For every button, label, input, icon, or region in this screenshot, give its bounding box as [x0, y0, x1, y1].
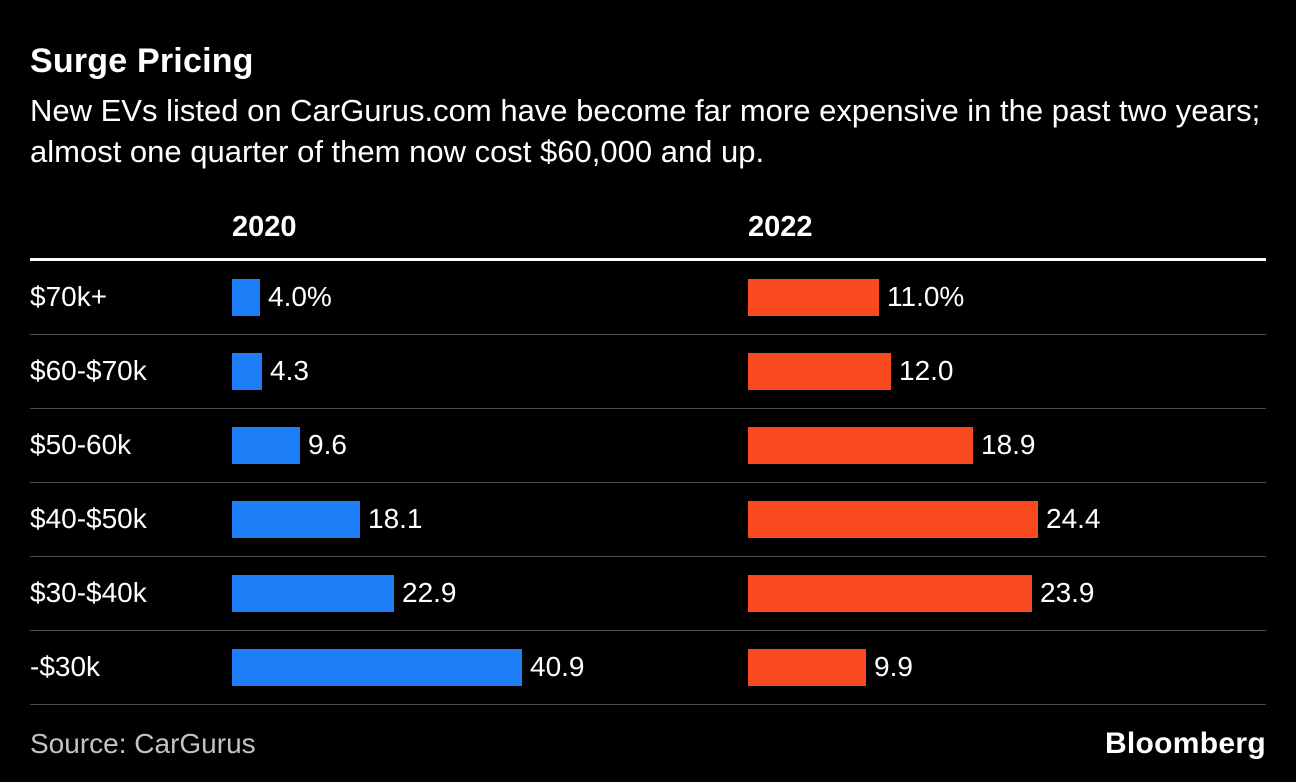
chart-title: Surge Pricing [30, 42, 254, 80]
row-category: $50-60k [30, 429, 132, 461]
bar-cell: 9.9 [748, 648, 1266, 686]
bar-cell: 9.6 [232, 426, 748, 464]
source-label: Source: CarGurus [30, 727, 256, 759]
bar-value: 18.9 [981, 429, 1036, 461]
bar-value: 23.9 [1040, 577, 1095, 609]
bar-cell: 4.3 [232, 352, 748, 390]
bar-cell: 40.9 [232, 648, 748, 686]
chart-footer: Source: CarGurus Bloomberg [30, 705, 1266, 761]
bar-value: 12.0 [899, 355, 954, 387]
row-category: $60-$70k [30, 355, 147, 387]
bar-value: 24.4 [1046, 503, 1101, 535]
chart-row: $40-$50k 18.1 24.4 [30, 483, 1266, 557]
bar-value: 40.9 [530, 651, 585, 683]
chart-row: $30-$40k 22.9 23.9 [30, 557, 1266, 631]
bloomberg-logo: Bloomberg [1104, 726, 1266, 760]
bar [748, 352, 891, 390]
bar-value: 4.0% [268, 281, 332, 313]
category-column-spacer [30, 211, 232, 244]
chart-row: $50-60k 9.6 18.9 [30, 409, 1266, 483]
bar [232, 352, 262, 390]
bar [232, 648, 522, 686]
bar-cell: 11.0% [748, 278, 1266, 316]
bar [748, 574, 1032, 612]
chart-rows: $70k+ 4.0% 11.0% $60-$70k 4.3 12.0 $50 [30, 261, 1266, 705]
bar-cell: 22.9 [232, 574, 748, 612]
chart-subtitle: New EVs listed on CarGurus.com have beco… [30, 93, 1261, 169]
bar [748, 500, 1038, 538]
bar-value: 22.9 [402, 577, 457, 609]
bar [232, 500, 360, 538]
chart-row: -$30k 40.9 9.9 [30, 631, 1266, 705]
row-category: $40-$50k [30, 503, 147, 535]
bar [232, 426, 300, 464]
bar-value: 18.1 [368, 503, 423, 535]
bar [232, 574, 394, 612]
chart-row: $60-$70k 4.3 12.0 [30, 335, 1266, 409]
bar-value: 9.6 [308, 429, 347, 461]
bar-cell: 18.1 [232, 500, 748, 538]
series-header-2020: 2020 [232, 210, 297, 243]
row-category: -$30k [30, 651, 101, 683]
series-header-2022: 2022 [748, 210, 813, 243]
bar-cell: 4.0% [232, 278, 748, 316]
bar-value: 11.0% [887, 281, 965, 313]
row-category: $70k+ [30, 281, 108, 313]
bar [748, 648, 866, 686]
bar-cell: 18.9 [748, 426, 1266, 464]
bar-cell: 12.0 [748, 352, 1266, 390]
bar-cell: 24.4 [748, 500, 1266, 538]
column-headers: 2020 2022 [30, 211, 1266, 261]
row-category: $30-$40k [30, 577, 147, 609]
bar [748, 426, 973, 464]
bar [232, 278, 260, 316]
bar-cell: 23.9 [748, 574, 1266, 612]
bar-value: 9.9 [874, 651, 913, 683]
chart-row: $70k+ 4.0% 11.0% [30, 261, 1266, 335]
bar-value: 4.3 [270, 355, 309, 387]
bar [748, 278, 879, 316]
